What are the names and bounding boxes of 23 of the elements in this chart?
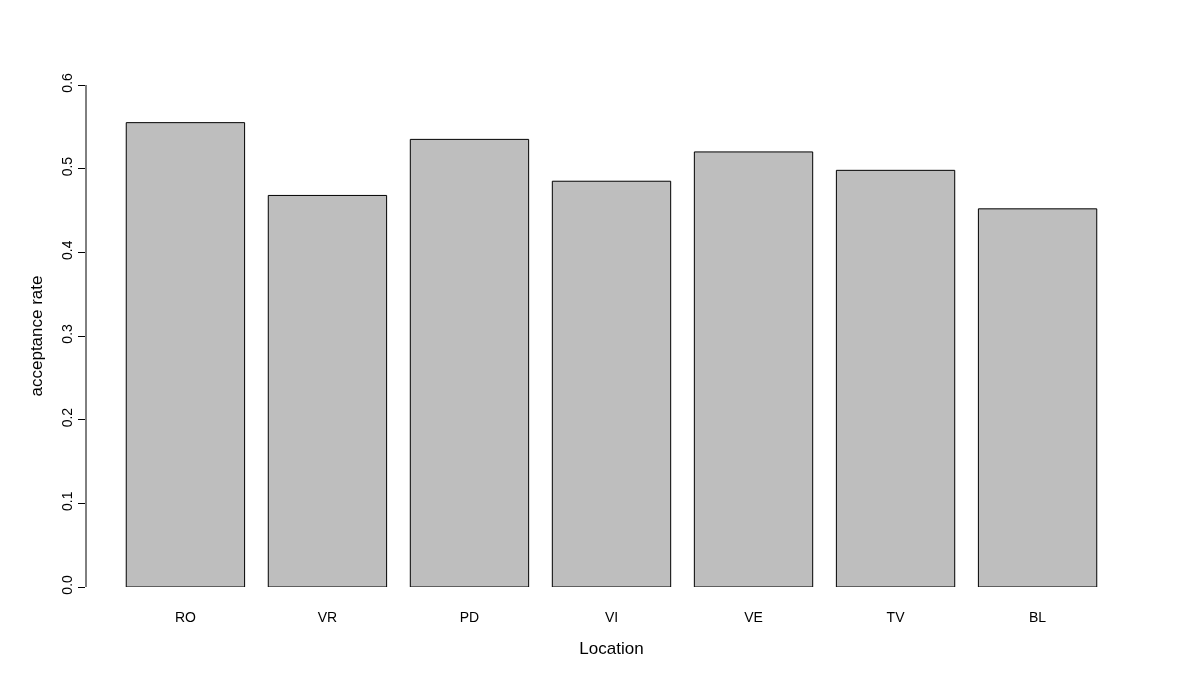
y-tick-label: 0.6 xyxy=(59,72,76,93)
x-tick-label: VR xyxy=(317,609,338,625)
bar xyxy=(977,208,1098,587)
bar xyxy=(267,194,388,587)
x-tick-label: VI xyxy=(604,609,619,625)
bar xyxy=(835,169,956,587)
x-tick-label: PD xyxy=(459,609,480,625)
y-axis-title: acceptance rate xyxy=(26,275,46,397)
y-tick-label: 0.5 xyxy=(59,156,76,177)
bar xyxy=(551,180,672,587)
x-axis-title: Location xyxy=(579,639,644,659)
y-tick-label: 0.1 xyxy=(59,491,76,511)
x-tick-label: BL xyxy=(1029,609,1047,625)
bar xyxy=(409,138,530,587)
x-tick-label: VE xyxy=(744,609,763,625)
bar xyxy=(693,151,814,587)
x-tick-label: RO xyxy=(174,609,197,625)
bar xyxy=(125,122,246,587)
x-tick-label: TV xyxy=(886,609,906,625)
y-tick-label: 0.4 xyxy=(59,240,76,260)
y-tick-label: 0.3 xyxy=(59,323,76,344)
y-tick-label: 0.2 xyxy=(59,407,76,428)
y-tick-label: 0.0 xyxy=(59,574,76,595)
